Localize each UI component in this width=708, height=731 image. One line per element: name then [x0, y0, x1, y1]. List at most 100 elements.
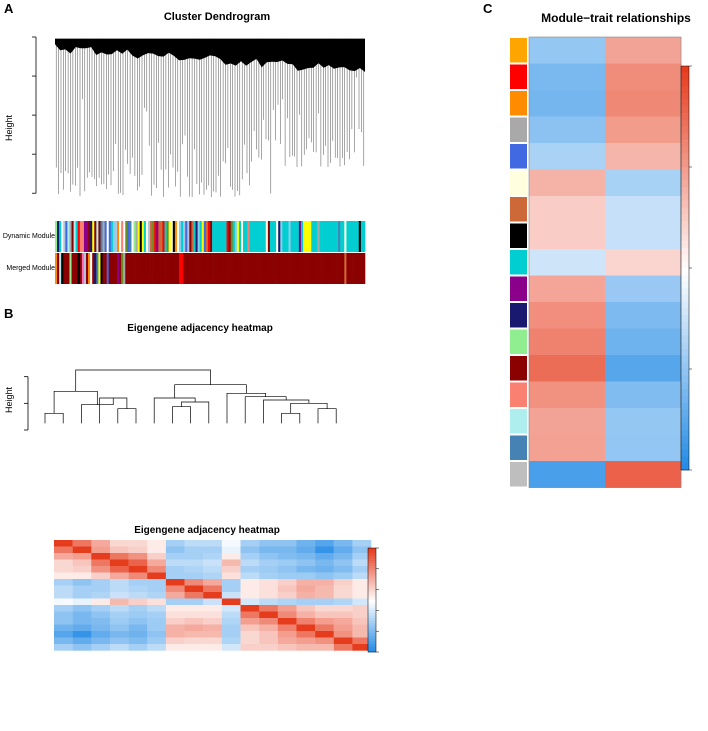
adjacency-cell: [165, 598, 185, 606]
dynamic-module-stripe: [319, 221, 322, 252]
adjacency-cell: [259, 579, 278, 586]
module-trait-scale-swatch: [681, 436, 689, 444]
merged-module-stripe: [154, 253, 157, 284]
panel-label-c: C: [483, 1, 493, 16]
merged-module-stripe: [133, 253, 136, 284]
adjacency-cell: [184, 637, 204, 645]
module-color-swatch: [510, 223, 527, 248]
dynamic-module-stripe: [166, 221, 169, 252]
adjacency-scale-swatch: [368, 597, 376, 601]
merged-module-stripe: [123, 253, 126, 284]
module-trait-scale-swatch: [681, 227, 689, 235]
dynamic-module-stripe: [106, 221, 110, 252]
adjacency-cell: [352, 540, 372, 547]
merged-module-stripe: [96, 253, 99, 284]
adjacency-scale-swatch: [368, 555, 376, 559]
module-trait-cell: [605, 169, 682, 197]
merged-module-stripe: [164, 253, 167, 284]
module-trait-cell: [529, 222, 606, 250]
adjacency-cell: [277, 559, 297, 567]
adjacency-cell: [277, 540, 297, 547]
adjacency-cell: [128, 546, 148, 554]
merged-module-stripe: [90, 253, 93, 284]
adjacency-scale-swatch: [368, 628, 376, 632]
adjacency-scale-swatch: [368, 561, 376, 564]
adjacency-cell: [221, 546, 241, 554]
adjacency-cell: [54, 644, 73, 651]
adjacency-cell: [277, 572, 297, 580]
dynamic-module-colorbar: [55, 221, 366, 252]
dynamic-module-stripe: [278, 221, 281, 252]
merged-module-colorbar: [55, 253, 366, 284]
adjacency-scale-swatch: [368, 589, 376, 593]
module-trait-scale-swatch: [681, 342, 689, 350]
panel-b-dendrogram-title: Eigengene adjacency heatmap: [127, 323, 273, 334]
merged-module-stripe: [350, 253, 353, 284]
adjacency-cell: [203, 546, 223, 554]
adjacency-cell: [352, 592, 372, 599]
merged-module-stripe: [73, 253, 76, 284]
adjacency-cell: [72, 585, 92, 593]
module-trait-scale-swatch: [681, 220, 689, 228]
adjacency-scale-swatch: [368, 566, 376, 570]
merged-module-stripe: [156, 253, 159, 284]
merged-module-stripe: [358, 253, 362, 284]
dynamic-module-stripe: [168, 221, 172, 252]
adjacency-cell: [109, 598, 129, 606]
dynamic-module-stripe: [356, 221, 360, 252]
dynamic-module-stripe: [121, 221, 124, 252]
merged-module-stripe: [222, 253, 225, 284]
module-trait-scale-swatch: [681, 382, 689, 390]
module-trait-scale-swatch: [681, 241, 689, 249]
panel-b-tree-merge: [75, 369, 211, 392]
adjacency-cell: [315, 572, 334, 580]
module-trait-scale-swatch: [681, 193, 689, 201]
adjacency-cell: [277, 624, 297, 632]
merged-module-stripe: [247, 253, 250, 284]
adjacency-scale-swatch: [368, 550, 376, 554]
adjacency-cell: [165, 585, 185, 593]
dynamic-module-stripe: [325, 221, 329, 252]
merged-module-stripe: [334, 253, 337, 284]
dynamic-module-stripe: [305, 221, 308, 252]
dynamic-module-stripe: [214, 221, 217, 252]
adjacency-scale-swatch: [368, 576, 376, 580]
adjacency-cell: [54, 605, 73, 612]
module-trait-scale-swatch: [681, 449, 689, 457]
merged-module-stripe: [117, 253, 120, 284]
adjacency-cell: [333, 605, 353, 612]
adjacency-scale-swatch: [368, 600, 376, 603]
dynamic-module-stripe: [108, 221, 112, 252]
dynamic-module-stripe: [338, 221, 341, 252]
adjacency-cell: [296, 546, 316, 554]
dynamic-module-stripe: [125, 221, 128, 252]
adjacency-cell: [333, 592, 353, 599]
adjacency-cell: [109, 566, 129, 573]
panel-a-cluster-dendrogram: Cluster Dendrogram Height Dynamic Module…: [3, 11, 366, 284]
adjacency-cell: [296, 540, 316, 547]
merged-module-stripe: [203, 253, 207, 284]
adjacency-scale-swatch: [368, 587, 376, 590]
panel-a-title: Cluster Dendrogram: [164, 11, 271, 23]
merged-module-stripe: [168, 253, 172, 284]
adjacency-cell: [128, 624, 148, 632]
adjacency-cell: [259, 611, 278, 619]
module-trait-scale-swatch: [681, 187, 689, 195]
merged-module-stripe: [238, 253, 242, 284]
adjacency-cell: [109, 540, 129, 547]
module-trait-scale-swatch: [681, 99, 689, 107]
merged-module-stripe: [342, 253, 345, 284]
merged-module-stripe: [170, 253, 174, 284]
module-color-swatch: [510, 38, 527, 63]
adjacency-cell: [128, 644, 148, 651]
dynamic-module-stripe: [234, 221, 238, 252]
adjacency-cell: [165, 546, 185, 554]
dynamic-module-stripe: [133, 221, 136, 252]
module-trait-scale-swatch: [681, 355, 689, 363]
adjacency-cell: [315, 598, 334, 606]
module-color-swatch: [510, 250, 527, 275]
adjacency-cell: [109, 546, 129, 554]
adjacency-cell: [221, 631, 241, 638]
module-trait-cell: [529, 408, 606, 435]
dynamic-module-stripe: [61, 221, 64, 252]
